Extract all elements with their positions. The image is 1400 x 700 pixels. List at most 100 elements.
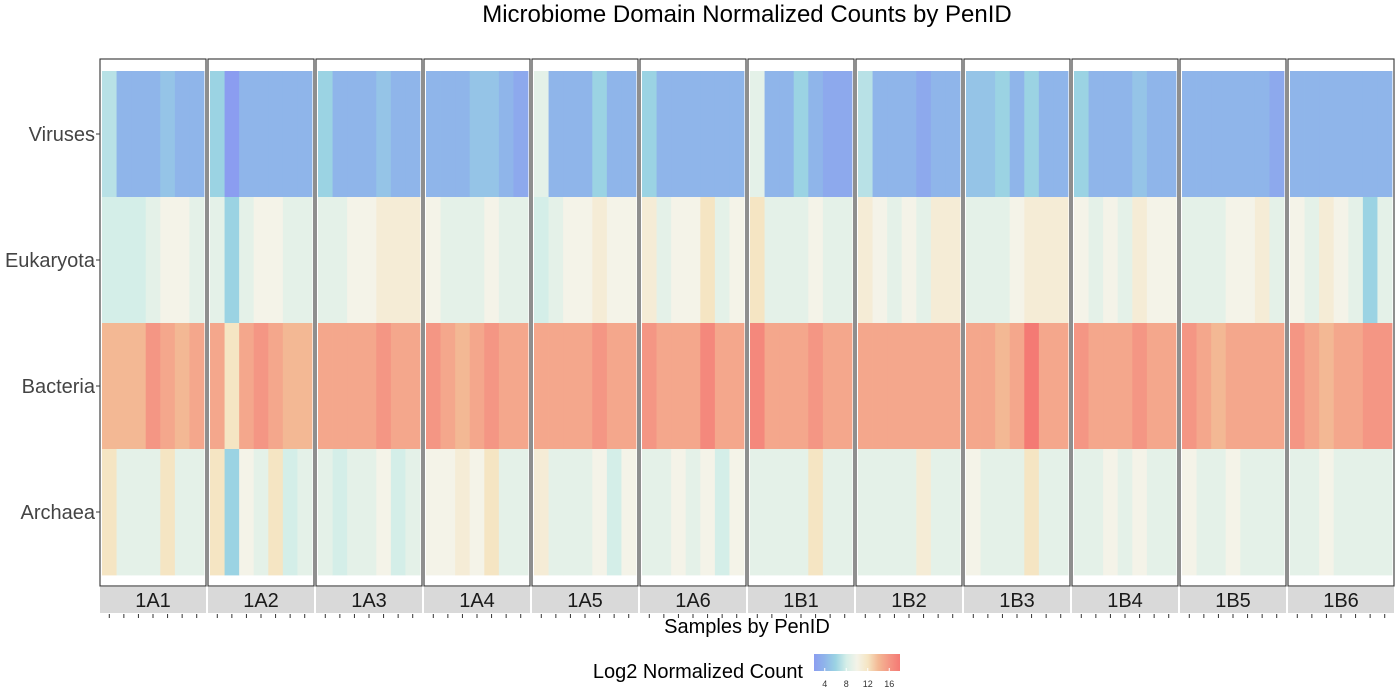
y-tick-label-archaea: Archaea: [21, 502, 96, 524]
heatmap-cell: [577, 449, 593, 576]
heatmap-cell: [930, 449, 946, 576]
heatmap-cell: [131, 323, 147, 450]
facet-strip-label: 1A6: [675, 590, 711, 612]
heatmap-cell: [318, 449, 333, 576]
heatmap-cell: [548, 323, 564, 450]
facet-strip-label: 1A5: [567, 590, 603, 612]
heatmap-cell: [498, 449, 514, 576]
heatmap-cell: [1225, 323, 1241, 450]
heatmap-cell: [916, 71, 932, 198]
heatmap-cell: [1377, 449, 1393, 576]
heatmap-cell: [160, 197, 176, 324]
heatmap-cell: [1182, 197, 1197, 324]
heatmap-cell: [534, 71, 549, 198]
heatmap-cell: [426, 323, 441, 450]
heatmap-cell: [685, 197, 701, 324]
facet-panel-1b3: 1B3: [963, 58, 1071, 618]
heatmap-cell: [405, 323, 421, 450]
heatmap-cell: [729, 197, 745, 324]
heatmap-cell: [1053, 71, 1069, 198]
heatmap-cell: [945, 71, 961, 198]
heatmap-cell: [548, 197, 564, 324]
heatmap-cell: [1117, 71, 1133, 198]
heatmap-cell: [1103, 71, 1119, 198]
heatmap-cell: [282, 197, 298, 324]
heatmap-cell: [224, 323, 240, 450]
heatmap-cell: [621, 323, 637, 450]
heatmap-cell: [318, 323, 333, 450]
heatmap-cell: [1009, 449, 1025, 576]
heatmap-cell: [1211, 197, 1227, 324]
heatmap-cell: [332, 449, 348, 576]
heatmap-cell: [606, 197, 622, 324]
facet-panel-1a6: 1A6: [639, 58, 747, 618]
heatmap-cell: [189, 449, 205, 576]
heatmap-cell: [1038, 323, 1054, 450]
heatmap-cell: [347, 197, 363, 324]
heatmap-cell: [1088, 323, 1104, 450]
heatmap-cell: [750, 71, 765, 198]
heatmap-cell: [837, 197, 853, 324]
heatmap-cell: [131, 71, 147, 198]
panel-border: [1287, 58, 1395, 587]
facet-strip: [964, 587, 1070, 613]
heatmap-cell: [210, 197, 225, 324]
heatmap-cell: [700, 323, 716, 450]
heatmap-cell: [484, 197, 500, 324]
heatmap-cell: [1161, 197, 1177, 324]
heatmap-cell: [916, 197, 932, 324]
heatmap-cell: [1362, 71, 1378, 198]
heatmap-cell: [1304, 71, 1320, 198]
heatmap-cell: [700, 71, 716, 198]
heatmap-cell: [268, 323, 284, 450]
heatmap-cell: [1254, 449, 1270, 576]
heatmap-cell: [131, 449, 147, 576]
heatmap-cell: [1074, 323, 1089, 450]
heatmap-cell: [116, 449, 132, 576]
heatmap-cell: [656, 71, 672, 198]
heatmap-cell: [700, 449, 716, 576]
heatmap-cell: [729, 323, 745, 450]
heatmap-cell: [484, 71, 500, 198]
heatmap-cell: [1304, 197, 1320, 324]
heatmap-cell: [945, 323, 961, 450]
facet-strip-label: 1B2: [891, 590, 927, 612]
heatmap-cell: [548, 71, 564, 198]
heatmap-cell: [995, 197, 1011, 324]
panel-border: [315, 58, 423, 587]
heatmap-cell: [1196, 71, 1212, 198]
heatmap-cell: [1146, 449, 1162, 576]
heatmap-cell: [347, 449, 363, 576]
heatmap-cell: [1225, 197, 1241, 324]
heatmap-cell: [901, 323, 917, 450]
heatmap-cell: [174, 197, 190, 324]
heatmap-cell: [145, 197, 161, 324]
heatmap-cell: [268, 197, 284, 324]
heatmap-cell: [376, 197, 392, 324]
heatmap-cell: [592, 197, 608, 324]
panel-border: [1179, 58, 1287, 587]
heatmap-cell: [297, 449, 313, 576]
heatmap-cell: [916, 323, 932, 450]
heatmap-cell: [1225, 71, 1241, 198]
heatmap-cell: [793, 197, 809, 324]
heatmap-cell: [405, 449, 421, 576]
panel-border: [747, 58, 855, 587]
heatmap-cell: [764, 71, 780, 198]
heatmap-cell: [980, 449, 996, 576]
heatmap-cell: [1269, 71, 1285, 198]
heatmap-cell: [390, 197, 406, 324]
heatmap-cell: [282, 71, 298, 198]
heatmap-cell: [224, 71, 240, 198]
heatmap-cell: [1088, 71, 1104, 198]
heatmap-cell: [793, 323, 809, 450]
facet-panel-1b6: 1B6: [1287, 58, 1395, 618]
heatmap-cell: [1117, 197, 1133, 324]
heatmap-cell: [1348, 71, 1364, 198]
heatmap-cell: [1024, 71, 1040, 198]
heatmap-cell: [729, 449, 745, 576]
heatmap-cell: [808, 323, 824, 450]
heatmap-cell: [779, 71, 795, 198]
heatmap-cell: [253, 197, 269, 324]
heatmap-cell: [945, 449, 961, 576]
